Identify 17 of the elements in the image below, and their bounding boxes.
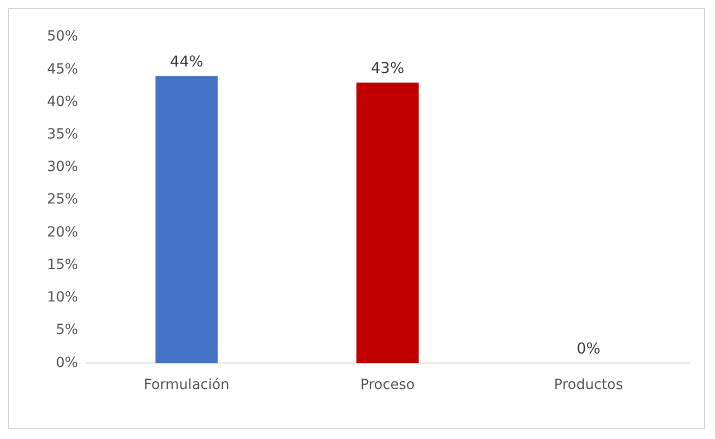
- y-tick-label: 20%: [46, 224, 78, 240]
- y-tick-label: 25%: [46, 192, 78, 208]
- data-label: 44%: [170, 52, 204, 71]
- y-tick-label: 40%: [46, 94, 78, 110]
- x-tick-label: Formulación: [144, 377, 230, 394]
- data-label: 43%: [370, 59, 404, 78]
- data-label: 0%: [576, 340, 600, 358]
- y-tick-label: 50%: [46, 28, 78, 45]
- y-tick-label: 45%: [46, 61, 78, 78]
- x-tick-label: Productos: [554, 377, 624, 394]
- y-tick-label: 35%: [46, 126, 78, 142]
- y-tick-label: 0%: [56, 354, 78, 371]
- y-tick-label: 30%: [46, 159, 78, 176]
- y-tick-label: 5%: [56, 322, 78, 338]
- x-tick-label: Proceso: [360, 377, 415, 394]
- y-tick-label: 15%: [46, 256, 78, 273]
- y-tick-label: 10%: [46, 290, 78, 306]
